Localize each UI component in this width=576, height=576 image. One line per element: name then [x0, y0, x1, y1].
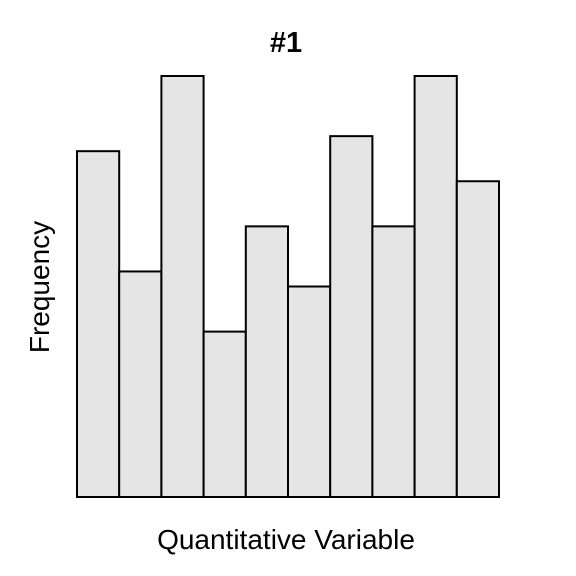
histogram-bar-2 — [118, 270, 163, 498]
histogram-bar-4 — [202, 330, 247, 498]
histogram-bar-8 — [371, 225, 416, 499]
histogram-bar-9 — [413, 75, 458, 498]
x-axis-label: Quantitative Variable — [157, 524, 415, 555]
histogram-bar-10 — [455, 180, 500, 498]
histogram-bar-3 — [160, 75, 205, 498]
histogram-bar-7 — [329, 135, 374, 498]
y-axis-label: Frequency — [24, 221, 55, 353]
histogram-bar-1 — [76, 150, 121, 498]
histogram-bar-6 — [287, 285, 332, 498]
bars-group — [76, 75, 500, 499]
chart-title: #1 — [270, 27, 302, 59]
histogram-bar-5 — [244, 225, 290, 499]
